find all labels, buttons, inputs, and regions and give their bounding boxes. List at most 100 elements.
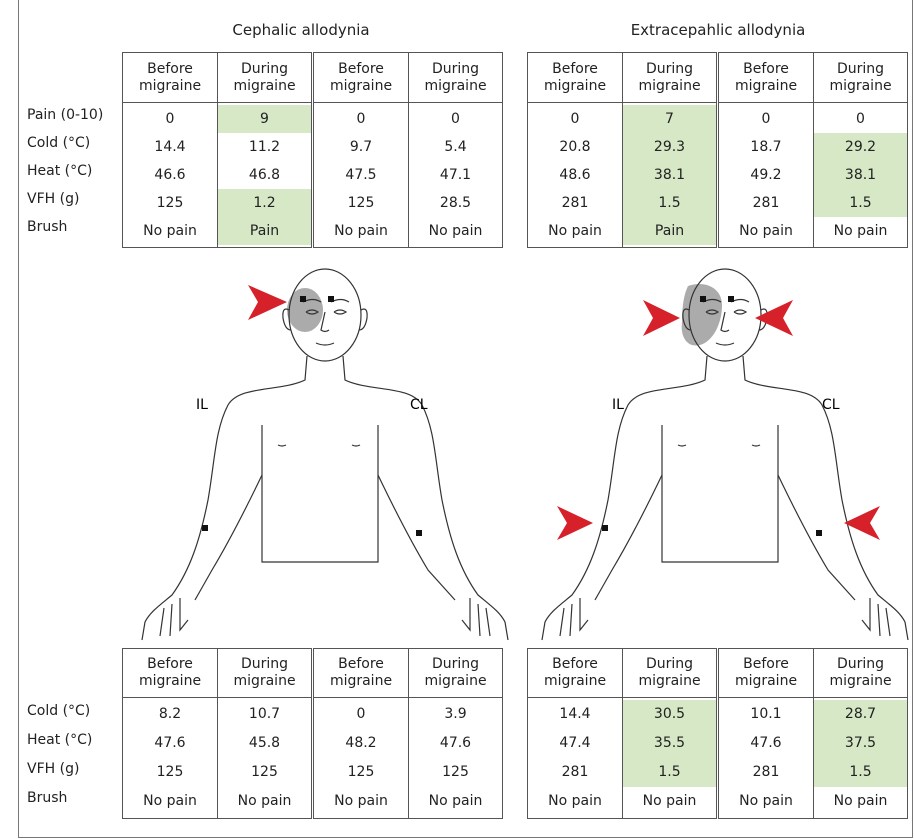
table-cell: 30.5 — [622, 700, 716, 729]
column-divider — [217, 698, 218, 818]
table-cell: 29.2 — [813, 133, 907, 161]
table-cell: Pain — [622, 217, 716, 245]
table-cell: 1.5 — [622, 189, 716, 217]
table-cell: 29.3 — [622, 133, 716, 161]
column-header: Before migraine — [123, 649, 217, 698]
table-cell: 125 — [408, 758, 502, 787]
row-label: Heat (°C) — [27, 163, 92, 179]
table-cell: 10.1 — [719, 700, 813, 729]
table-cell: 3.9 — [408, 700, 502, 729]
table-cell: No pain — [314, 787, 408, 816]
column-header: During migraine — [408, 53, 502, 103]
table-cell: 47.1 — [408, 161, 502, 189]
table-cell: No pain — [813, 787, 907, 816]
row-label: Brush — [27, 790, 67, 806]
column-divider — [217, 103, 218, 247]
column-header: During migraine — [622, 53, 716, 103]
table-cell: 14.4 — [123, 133, 217, 161]
table-cell: 7 — [622, 105, 716, 133]
table-cell: 48.2 — [314, 729, 408, 758]
column-divider — [408, 698, 409, 818]
column-header: Before migraine — [528, 649, 622, 698]
table-cell: 5.4 — [408, 133, 502, 161]
table-cell: 28.5 — [408, 189, 502, 217]
table-cell: No pain — [217, 787, 311, 816]
table-cell: 11.2 — [217, 133, 311, 161]
table-cell: 47.5 — [314, 161, 408, 189]
table-cell: 14.4 — [528, 700, 622, 729]
table-cell: 49.2 — [719, 161, 813, 189]
table-cell: 20.8 — [528, 133, 622, 161]
body-figure — [542, 269, 908, 640]
side-label: CL — [822, 397, 840, 413]
table-cell: 0 — [314, 105, 408, 133]
table-group: Before migraineDuring migraine14.430.547… — [527, 648, 717, 819]
table-cell: No pain — [528, 217, 622, 245]
column-header: During migraine — [813, 53, 907, 103]
table-cell: No pain — [123, 217, 217, 245]
column-header: During migraine — [408, 649, 502, 698]
column-header: Before migraine — [528, 53, 622, 103]
table-cell: 10.7 — [217, 700, 311, 729]
table-cell: 125 — [314, 758, 408, 787]
table-cell: 38.1 — [622, 161, 716, 189]
table-cell: No pain — [408, 217, 502, 245]
table-cell: No pain — [314, 217, 408, 245]
figure: Cephalic allodynia Extracepahlic allodyn… — [0, 0, 914, 839]
table-cell: 46.8 — [217, 161, 311, 189]
column-header: During migraine — [217, 53, 311, 103]
table-cell: No pain — [719, 787, 813, 816]
row-label: Cold (°C) — [27, 703, 90, 719]
table-cell: 48.6 — [528, 161, 622, 189]
table-cell: 125 — [217, 758, 311, 787]
table-cell: 281 — [528, 758, 622, 787]
table-cell: 47.4 — [528, 729, 622, 758]
table-cell: 1.2 — [217, 189, 311, 217]
row-label: VFH (g) — [27, 191, 79, 207]
row-label: Pain (0-10) — [27, 107, 103, 123]
side-label: IL — [612, 397, 624, 413]
table-cell: No pain — [622, 787, 716, 816]
table-cell: 125 — [123, 758, 217, 787]
column-divider — [813, 103, 814, 247]
column-header: Before migraine — [123, 53, 217, 103]
table-cell: 1.5 — [813, 758, 907, 787]
column-header: During migraine — [217, 649, 311, 698]
table-group: Before migraineDuring migraine0018.729.2… — [718, 52, 908, 248]
table-cell: No pain — [528, 787, 622, 816]
column-header: Before migraine — [314, 53, 408, 103]
column-header: Before migraine — [314, 649, 408, 698]
table-cell: 0 — [528, 105, 622, 133]
row-label: Brush — [27, 219, 67, 235]
table-cell: 37.5 — [813, 729, 907, 758]
side-label: CL — [410, 397, 428, 413]
allodynia-area — [682, 284, 722, 346]
table-cell: 125 — [123, 189, 217, 217]
table-cell: 281 — [528, 189, 622, 217]
column-header: During migraine — [622, 649, 716, 698]
table-cell: No pain — [408, 787, 502, 816]
column-header: Before migraine — [719, 53, 813, 103]
column-header: Before migraine — [719, 649, 813, 698]
table-cell: 1.5 — [813, 189, 907, 217]
table-cell: 18.7 — [719, 133, 813, 161]
column-divider — [622, 698, 623, 818]
row-label: Heat (°C) — [27, 732, 92, 748]
table-cell: 38.1 — [813, 161, 907, 189]
table-cell: 47.6 — [408, 729, 502, 758]
table-cell: 0 — [408, 105, 502, 133]
column-divider — [813, 698, 814, 818]
table-cell: 281 — [719, 189, 813, 217]
column-divider — [622, 103, 623, 247]
table-cell: 47.6 — [719, 729, 813, 758]
table-cell: 35.5 — [622, 729, 716, 758]
table-cell: 9 — [217, 105, 311, 133]
table-cell: 125 — [314, 189, 408, 217]
table-cell: 1.5 — [622, 758, 716, 787]
table-cell: No pain — [813, 217, 907, 245]
table-cell: 0 — [719, 105, 813, 133]
